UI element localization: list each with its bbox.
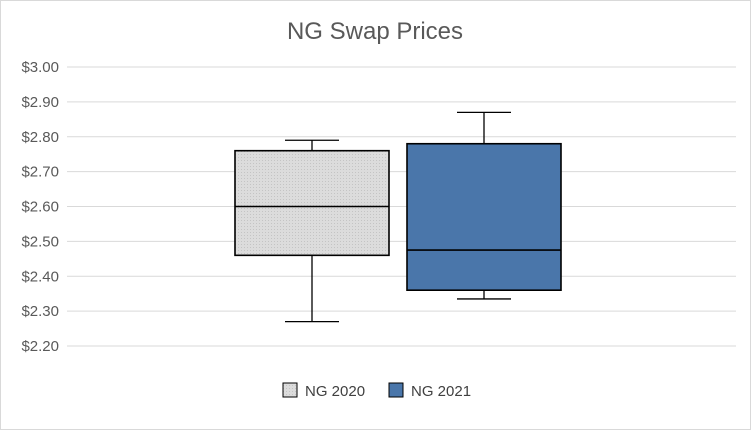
legend-swatch xyxy=(388,382,404,398)
y-tick-label: $3.00 xyxy=(21,59,59,76)
legend-swatch xyxy=(282,382,298,398)
y-tick-label: $2.70 xyxy=(21,164,59,181)
y-tick-label: $2.80 xyxy=(21,129,59,146)
legend-label: NG 2021 xyxy=(411,383,471,400)
box-ng-2020 xyxy=(234,139,390,323)
box-ng-2021 xyxy=(406,111,562,300)
legend-label: NG 2020 xyxy=(305,383,365,400)
y-axis-tick-labels: $3.00 $2.90 $2.80 $2.70 $2.60 $2.50 $2.40 $2.30… xyxy=(21,59,59,355)
box-series xyxy=(234,111,562,323)
y-tick-label: $2.20 xyxy=(21,338,59,355)
legend: NG 2020 NG 2021 xyxy=(282,382,471,400)
y-tick-label: $2.40 xyxy=(21,268,59,285)
y-tick-label: $2.50 xyxy=(21,233,59,250)
box-iqr xyxy=(234,149,390,257)
gridlines xyxy=(67,66,736,347)
y-tick-label: $2.30 xyxy=(21,303,59,320)
y-tick-label: $2.90 xyxy=(21,94,59,111)
chart-title: NG Swap Prices xyxy=(287,18,463,45)
box-iqr xyxy=(406,142,562,292)
y-tick-label: $2.60 xyxy=(21,199,59,216)
